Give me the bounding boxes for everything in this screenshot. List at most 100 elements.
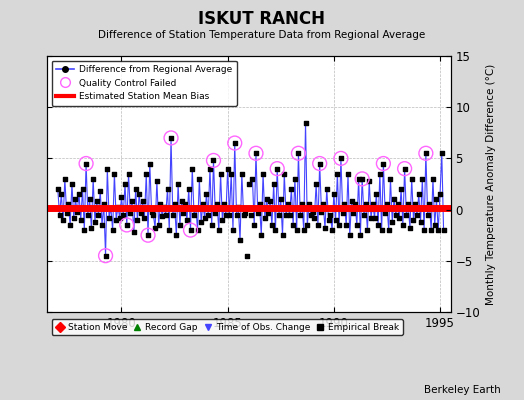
- Point: [167, 135, 175, 141]
- Point: [124, 170, 133, 177]
- Point: [68, 181, 76, 187]
- Point: [429, 176, 437, 182]
- Point: [358, 176, 366, 182]
- Point: [402, 212, 411, 218]
- Point: [151, 225, 159, 231]
- Point: [140, 214, 149, 221]
- Point: [85, 196, 94, 202]
- Point: [254, 210, 262, 216]
- Point: [174, 181, 182, 187]
- Point: [404, 201, 412, 208]
- Point: [152, 178, 161, 184]
- Point: [252, 150, 260, 156]
- Point: [169, 212, 177, 218]
- Point: [144, 232, 152, 238]
- Point: [158, 212, 167, 219]
- Point: [178, 198, 186, 205]
- Point: [314, 222, 322, 228]
- Point: [193, 227, 202, 233]
- Point: [312, 181, 320, 187]
- Point: [280, 170, 289, 177]
- Point: [319, 201, 328, 208]
- Point: [245, 181, 253, 187]
- Point: [296, 212, 304, 218]
- Point: [135, 191, 144, 198]
- Point: [59, 217, 67, 223]
- Point: [374, 222, 383, 228]
- Point: [227, 170, 235, 177]
- Point: [142, 170, 150, 177]
- Point: [146, 160, 154, 167]
- Point: [436, 191, 444, 198]
- Point: [156, 201, 165, 208]
- Point: [315, 160, 324, 167]
- Point: [414, 191, 423, 198]
- Point: [204, 212, 212, 218]
- Point: [406, 225, 414, 231]
- Point: [137, 210, 145, 216]
- Point: [289, 222, 297, 228]
- Point: [187, 227, 195, 233]
- Point: [317, 208, 325, 215]
- Point: [399, 222, 407, 228]
- Point: [112, 217, 121, 223]
- Point: [119, 212, 127, 218]
- Point: [199, 201, 207, 208]
- Point: [356, 232, 365, 238]
- Point: [257, 232, 266, 238]
- Point: [107, 204, 115, 211]
- Point: [222, 212, 230, 218]
- Point: [417, 219, 425, 225]
- Point: [87, 225, 95, 231]
- Point: [385, 227, 393, 233]
- Point: [266, 198, 275, 205]
- Point: [115, 214, 124, 221]
- Point: [96, 188, 104, 194]
- Point: [425, 201, 433, 208]
- Legend: Station Move, Record Gap, Time of Obs. Change, Empirical Break: Station Move, Record Gap, Time of Obs. C…: [52, 319, 403, 335]
- Point: [351, 201, 359, 208]
- Point: [121, 181, 129, 187]
- Point: [390, 196, 398, 202]
- Point: [187, 227, 195, 233]
- Point: [330, 191, 338, 198]
- Point: [100, 201, 108, 208]
- Point: [344, 170, 352, 177]
- Point: [259, 170, 267, 177]
- Point: [82, 160, 90, 167]
- Point: [286, 212, 294, 218]
- Point: [170, 201, 179, 208]
- Point: [303, 222, 311, 228]
- Point: [133, 217, 141, 223]
- Point: [275, 212, 283, 218]
- Point: [413, 212, 421, 218]
- Point: [213, 201, 221, 208]
- Point: [211, 210, 220, 216]
- Point: [427, 227, 435, 233]
- Point: [231, 140, 239, 146]
- Point: [232, 212, 241, 218]
- Point: [349, 210, 357, 216]
- Point: [422, 150, 430, 156]
- Point: [195, 176, 203, 182]
- Point: [307, 212, 315, 218]
- Point: [379, 160, 388, 167]
- Point: [181, 201, 189, 208]
- Point: [250, 222, 258, 228]
- Point: [365, 178, 374, 184]
- Point: [333, 170, 342, 177]
- Point: [160, 203, 168, 210]
- Point: [98, 222, 106, 228]
- Point: [77, 217, 85, 223]
- Point: [209, 157, 217, 164]
- Point: [372, 191, 380, 198]
- Point: [278, 232, 287, 238]
- Point: [114, 203, 122, 210]
- Point: [84, 212, 92, 218]
- Point: [82, 160, 90, 167]
- Point: [101, 252, 110, 259]
- Point: [347, 198, 356, 205]
- Point: [243, 252, 252, 259]
- Point: [438, 150, 446, 156]
- Point: [432, 196, 441, 202]
